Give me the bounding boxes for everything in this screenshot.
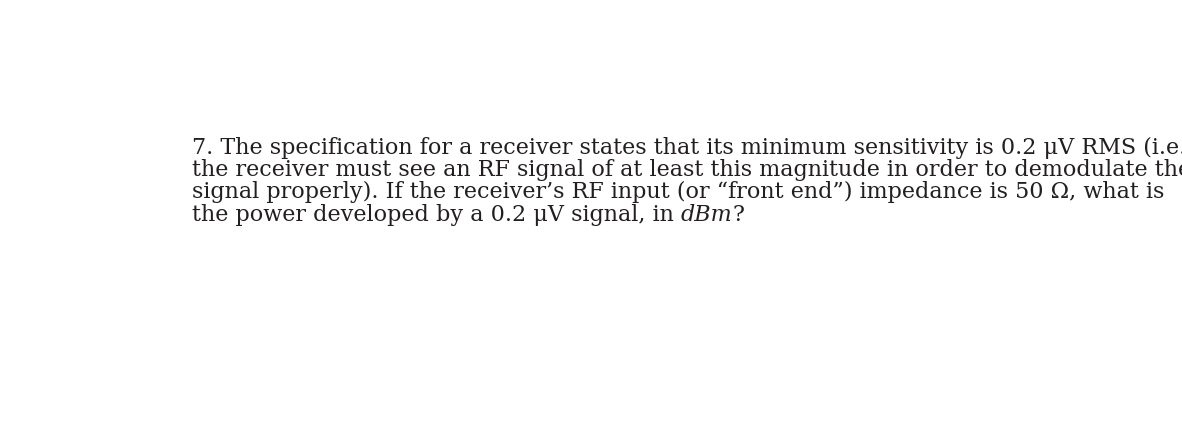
Text: ?: ?: [733, 203, 745, 225]
Text: the power developed by a 0.2 μV signal, in: the power developed by a 0.2 μV signal, …: [191, 203, 681, 225]
Text: the receiver must see an RF signal of at least this magnitude in order to demodu: the receiver must see an RF signal of at…: [191, 159, 1182, 181]
Text: dBm: dBm: [681, 203, 733, 225]
Text: signal properly). If the receiver’s RF input (or “front end”) impedance is 50 Ω,: signal properly). If the receiver’s RF i…: [191, 181, 1164, 203]
Text: 7. The specification for a receiver states that its minimum sensitivity is 0.2 μ: 7. The specification for a receiver stat…: [191, 137, 1182, 159]
